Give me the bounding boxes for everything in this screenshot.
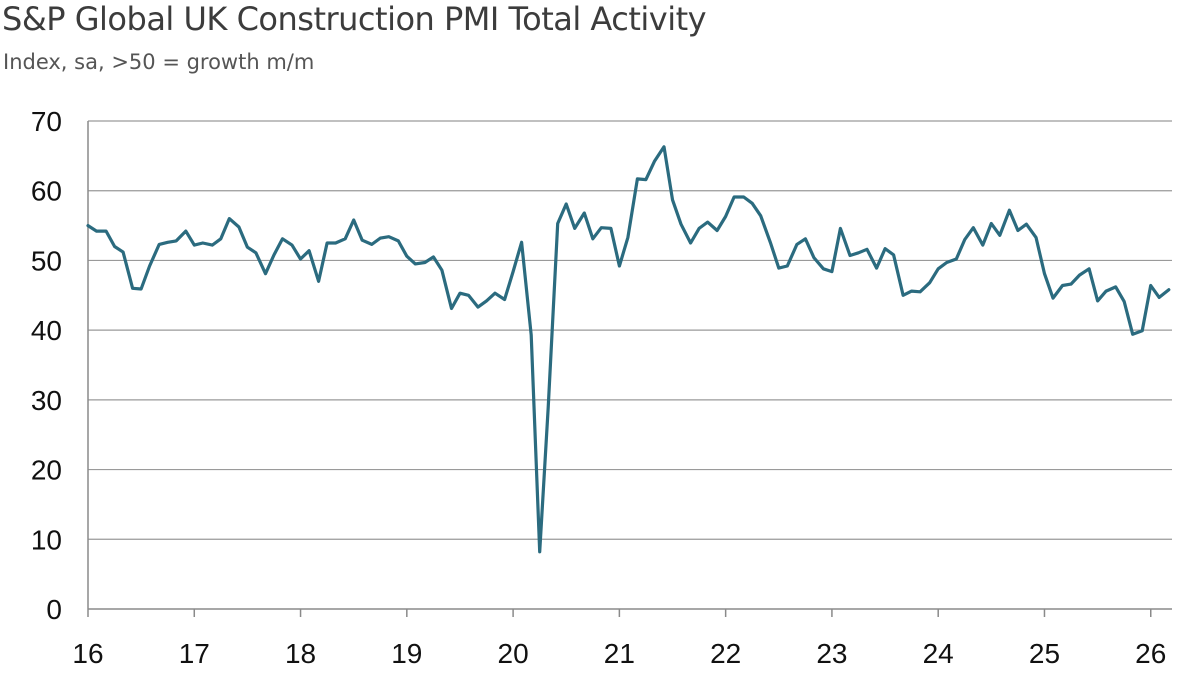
- x-tick-label: 20: [498, 638, 529, 669]
- x-tick-label: 18: [285, 638, 316, 669]
- x-tick-label: 17: [179, 638, 210, 669]
- y-tick-label: 70: [31, 106, 62, 137]
- series-line-total-activity: [86, 145, 1171, 554]
- x-tick-label: 24: [923, 638, 954, 669]
- x-tick-label: 21: [604, 638, 635, 669]
- y-tick-label: 10: [31, 524, 62, 555]
- x-tick-label: 22: [710, 638, 741, 669]
- y-tick-label: 0: [46, 594, 62, 625]
- x-tick-label: 23: [816, 638, 847, 669]
- series-group: [86, 145, 1171, 554]
- chart-subtitle: Index, sa, >50 = growth m/m: [3, 50, 315, 74]
- x-tick-label: 26: [1135, 638, 1166, 669]
- axes: [87, 121, 1172, 610]
- y-tick-label: 50: [31, 245, 62, 276]
- y-tick-label: 30: [31, 385, 62, 416]
- y-tick-label: 20: [31, 455, 62, 486]
- x-tick-label: 25: [1029, 638, 1060, 669]
- y-tick-label: 40: [31, 315, 62, 346]
- y-tick-label: 60: [31, 176, 62, 207]
- chart-title: S&P Global UK Construction PMI Total Act…: [2, 0, 707, 38]
- x-tick-label: 16: [72, 638, 103, 669]
- x-tick-label: 19: [391, 638, 422, 669]
- x-axis-ticks: 16 17 18 19 20 21 22 23 24 25 26: [72, 609, 1166, 669]
- y-axis-ticks: 0 10 20 30 40 50 60 70: [31, 106, 62, 625]
- gridlines: [88, 120, 1172, 540]
